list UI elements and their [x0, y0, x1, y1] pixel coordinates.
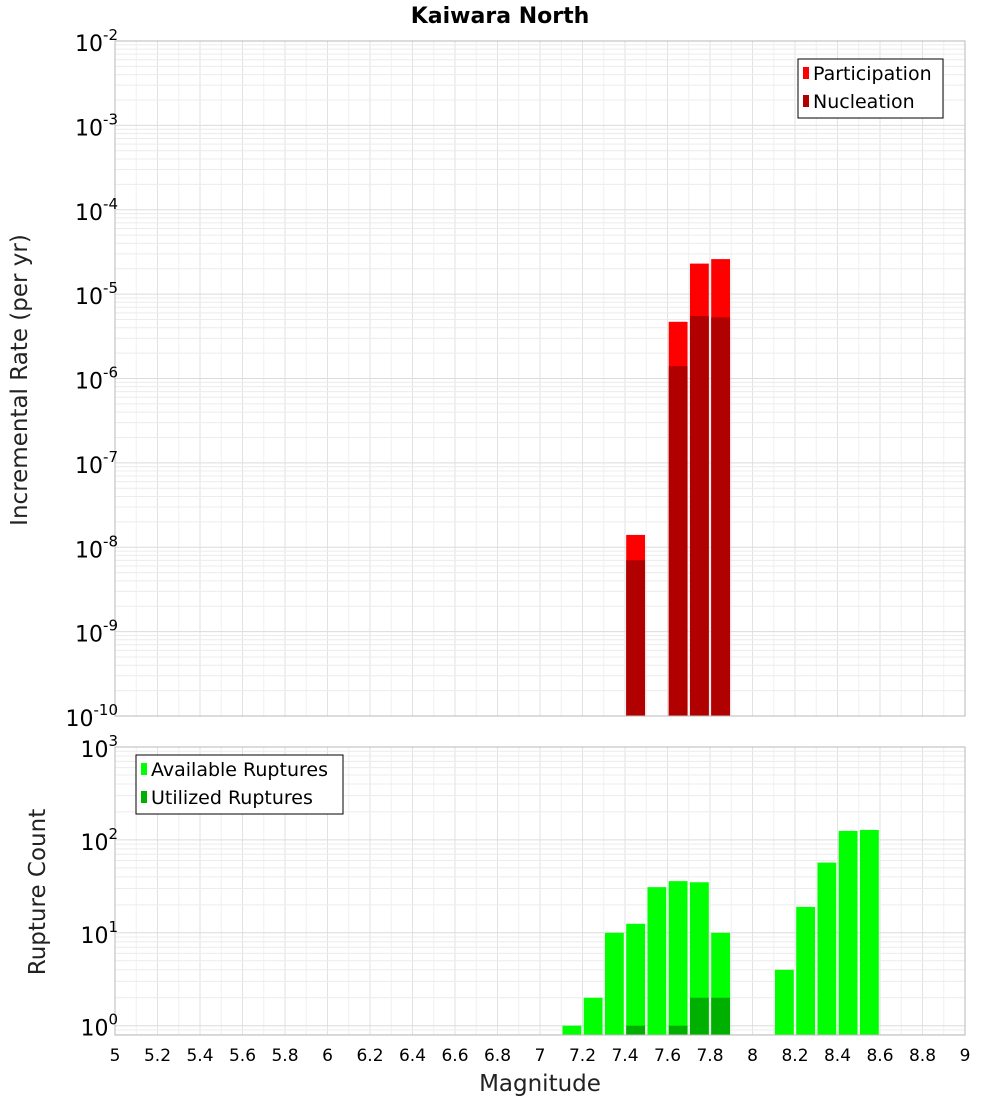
x-tick-label: 8.4	[824, 1046, 851, 1066]
x-axis: 5 5.2 5.4 5.6 5.8 6 6.2 6.4 6.6 6.8 7 7.2 7.4 7.6 7.8 8…	[110, 1046, 971, 1066]
x-tick-label: 5.2	[144, 1046, 171, 1066]
bar-nucleation-2	[689, 316, 709, 716]
bar-nucleation-3	[711, 317, 731, 716]
rate-y-tick-label: 10-10	[66, 701, 119, 732]
bar-nucleation-1	[668, 366, 688, 716]
count-plot-frame	[114, 746, 966, 1036]
x-tick-label: 8.8	[909, 1046, 936, 1066]
bar-available-ruptures-1	[583, 997, 603, 1035]
x-tick-label: 8	[747, 1046, 758, 1066]
bar-utilized-ruptures-2	[689, 997, 709, 1035]
count-y-tick-label: 102	[80, 825, 118, 856]
x-tick-label: 5.4	[186, 1046, 213, 1066]
rate-y-tick-label: 10-3	[75, 110, 118, 141]
bottom-y-axis-title: Rupture Count	[25, 809, 51, 975]
rate-y-tick-label: 10-9	[75, 617, 118, 648]
count-legend: Available Ruptures Utilized Ruptures	[135, 754, 344, 815]
rate-y-tick-label: 10-6	[75, 364, 118, 395]
x-tick-label: 5	[110, 1046, 121, 1066]
rate-y-tick-label: 10-5	[75, 279, 118, 310]
x-tick-label: 6.2	[356, 1046, 383, 1066]
bar-available-ruptures-5	[668, 881, 688, 1035]
chart-title: Kaiwara North	[411, 4, 590, 29]
rate-plot-frame	[114, 40, 966, 717]
rate-y-tick-label: 10-8	[75, 532, 118, 563]
legend-swatch-nucleation	[803, 95, 809, 107]
x-tick-label: 5.6	[229, 1046, 256, 1066]
legend-label-nucleation: Nucleation	[813, 91, 915, 113]
count-y-tick-label: 101	[80, 918, 118, 949]
bar-available-ruptures-9	[796, 906, 816, 1035]
x-tick-label: 5.8	[271, 1046, 298, 1066]
legend-swatch-available-ruptures	[141, 763, 147, 775]
rate-y-tick-label: 10-4	[75, 195, 118, 226]
x-tick-label: 6.4	[399, 1046, 426, 1066]
x-tick-label: 7.2	[569, 1046, 596, 1066]
legend-swatch-utilized-ruptures	[141, 791, 147, 803]
bar-utilized-ruptures-0	[626, 1025, 646, 1035]
count-legend-box	[135, 754, 344, 815]
legend-swatch-participation	[803, 67, 809, 79]
bar-available-ruptures-12	[859, 829, 879, 1035]
x-tick-label: 6.8	[484, 1046, 511, 1066]
bar-available-ruptures-0	[562, 1025, 582, 1035]
x-tick-label: 8.6	[866, 1046, 893, 1066]
rate-y-tick-label: 10-2	[75, 26, 118, 57]
top-y-axis-title: Incremental Rate (per yr)	[7, 234, 33, 526]
x-tick-label: 6	[322, 1046, 333, 1066]
bar-utilized-ruptures-1	[668, 1025, 688, 1035]
bar-available-ruptures-8	[774, 969, 794, 1035]
x-tick-label: 7	[535, 1046, 546, 1066]
x-tick-label: 9	[960, 1046, 971, 1066]
rate-legend: Participation Nucleation	[797, 58, 944, 119]
x-tick-label: 7.4	[611, 1046, 638, 1066]
bar-available-ruptures-6	[689, 882, 709, 1035]
rate-y-tick-label: 10-7	[75, 448, 118, 479]
bar-nucleation-0	[626, 560, 646, 716]
count-y-tick-label: 100	[80, 1011, 118, 1042]
legend-label-utilized-ruptures: Utilized Ruptures	[151, 787, 313, 809]
legend-label-available-ruptures: Available Ruptures	[151, 759, 328, 781]
rate-legend-box	[797, 58, 944, 119]
bar-available-ruptures-4	[647, 887, 667, 1035]
x-tick-label: 7.8	[696, 1046, 723, 1066]
count-y-tick-label: 103	[80, 732, 118, 763]
x-tick-label: 8.2	[781, 1046, 808, 1066]
x-axis-title: Magnitude	[479, 1071, 601, 1097]
count-panel: 103 102 101 100 Available Ruptures Utilized R…	[80, 732, 966, 1042]
legend-label-participation: Participation	[813, 63, 932, 85]
x-tick-label: 6.6	[441, 1046, 468, 1066]
bar-available-ruptures-3	[626, 923, 646, 1035]
bar-available-ruptures-2	[604, 932, 624, 1035]
bar-available-ruptures-11	[838, 830, 858, 1035]
rate-panel: 10-2 10-3 10-4 10-5 10-6 10-7 10-8 10-9 10-10 Par…	[66, 26, 966, 732]
bar-available-ruptures-10	[817, 862, 837, 1035]
bar-utilized-ruptures-3	[711, 997, 731, 1035]
x-tick-label: 7.6	[654, 1046, 681, 1066]
